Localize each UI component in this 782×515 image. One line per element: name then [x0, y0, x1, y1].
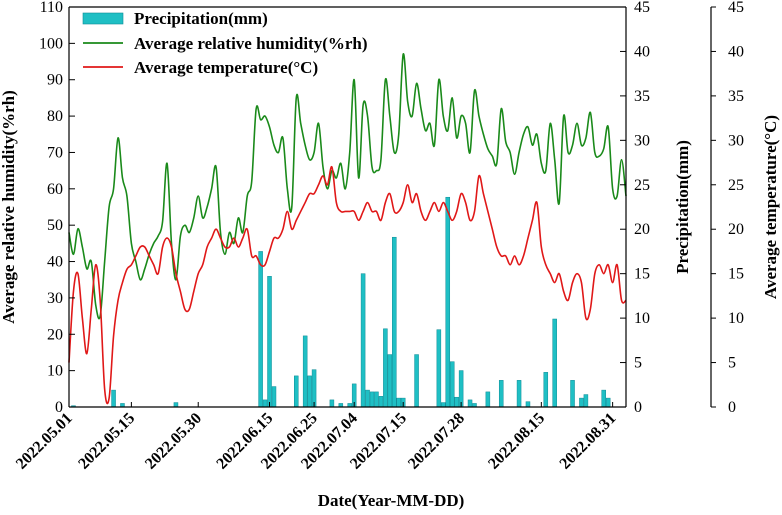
precipitation-bar [396, 397, 401, 408]
temperature-tick-label: 25 [728, 177, 744, 194]
temperature-tick-label: 45 [728, 0, 744, 16]
temperature-tick-label: 5 [728, 355, 736, 372]
precipitation-bar [365, 389, 370, 408]
left-tick-label: 80 [47, 108, 63, 125]
precipitation-bar [449, 361, 455, 408]
precipitation-bar [414, 354, 419, 408]
precipitation-bar [467, 399, 473, 408]
left-tick-label: 70 [47, 144, 63, 161]
temperature-tick-label: 15 [728, 266, 744, 283]
precipitation-tick-label: 20 [634, 221, 650, 238]
precipitation-bar [302, 335, 308, 408]
precipitation-bar [485, 391, 491, 408]
left-tick-label: 30 [47, 290, 63, 307]
precipitation-bar [258, 251, 263, 408]
precipitation-bar [173, 402, 179, 408]
precipitation-bar [579, 397, 584, 408]
precipitation-bar [294, 375, 299, 408]
precipitation-bar [543, 372, 549, 408]
line-series [68, 53, 627, 405]
precipitation-bar [360, 273, 366, 408]
left-tick-label: 0 [55, 399, 63, 416]
legend-humidity-label: Average relative humidity(%rh) [134, 34, 368, 53]
precipitation-tick-label: 35 [634, 88, 650, 105]
precipitation-bar [552, 318, 557, 408]
precipitation-bar [271, 386, 277, 408]
temperature-line [68, 166, 627, 405]
precipitation-bar [369, 391, 375, 408]
left-tick-label: 110 [40, 0, 63, 16]
precipitation-tick-label: 15 [634, 266, 650, 283]
precipitation-bar [583, 394, 589, 408]
precipitation-bar [267, 276, 272, 408]
precipitation-tick-label: 30 [634, 132, 650, 149]
humidity-line [68, 53, 627, 320]
precipitation-bar [601, 389, 606, 408]
precipitation-bar [458, 370, 464, 408]
precipitation-bars [71, 196, 611, 408]
temperature-tick-label: 30 [728, 132, 744, 149]
precipitation-bar [307, 375, 312, 408]
left-tick-label: 100 [39, 35, 63, 52]
precipitation-bar [387, 354, 393, 408]
precipitation-bar [111, 389, 116, 408]
precipitation-axis-title: Precipitation(mm) [673, 140, 692, 274]
precipitation-tick-label: 5 [634, 355, 642, 372]
temperature-tick-label: 0 [728, 399, 736, 416]
legend-precipitation-label: Precipitation(mm) [134, 9, 268, 28]
precipitation-bar [392, 236, 397, 408]
x-tick-label: 2022.05.30 [142, 410, 205, 473]
legend: Precipitation(mm) Average relative humidi… [82, 9, 368, 77]
precipitation-bar [525, 401, 531, 408]
precipitation-tick-label: 25 [634, 177, 650, 194]
precipitation-bar [436, 329, 442, 408]
precipitation-bar [454, 396, 459, 408]
x-tick-label: 2022.05.15 [75, 410, 138, 473]
x-tick-label: 2022.05.01 [13, 410, 76, 473]
left-axis-title: Average relative humidity(%rh) [0, 90, 18, 324]
temperature-axis-title: Average temperature(°C) [761, 115, 780, 299]
precipitation-bar [445, 196, 451, 408]
temperature-tick-label: 20 [728, 221, 744, 238]
left-tick-label: 10 [47, 363, 63, 380]
left-tick-label: 20 [47, 326, 63, 343]
legend-precipitation-swatch [82, 12, 124, 25]
precipitation-bar [605, 397, 611, 408]
left-tick-label: 50 [47, 217, 63, 234]
precipitation-tick-label: 45 [634, 0, 650, 16]
precipitation-bar [383, 328, 388, 408]
precipitation-bar [329, 399, 335, 408]
precipitation-bar [374, 391, 379, 408]
precipitation-bar [378, 396, 384, 408]
x-tick-label: 2022.07.28 [405, 410, 468, 473]
precipitation-bar [311, 369, 317, 408]
precipitation-bar [570, 380, 575, 408]
left-tick-label: 60 [47, 181, 63, 198]
precipitation-tick-label: 40 [634, 43, 650, 60]
left-tick-label: 90 [47, 72, 63, 89]
temperature-tick-label: 10 [728, 310, 744, 327]
x-tick-label: 2022.08.15 [485, 410, 548, 473]
precipitation-bar [262, 399, 268, 408]
x-axis-title: Date(Year-MM-DD) [318, 491, 465, 510]
precipitation-tick-label: 0 [634, 399, 642, 416]
precipitation-bar [516, 380, 522, 408]
precipitation-bar [441, 402, 446, 408]
legend-temperature-label: Average temperature(°C) [134, 58, 318, 77]
precipitation-tick-label: 10 [634, 310, 650, 327]
precipitation-bar [498, 380, 504, 408]
temperature-tick-label: 40 [728, 43, 744, 60]
temperature-tick-label: 35 [728, 88, 744, 105]
x-tick-label: 2022.08.31 [557, 410, 620, 473]
left-tick-label: 40 [47, 254, 63, 271]
